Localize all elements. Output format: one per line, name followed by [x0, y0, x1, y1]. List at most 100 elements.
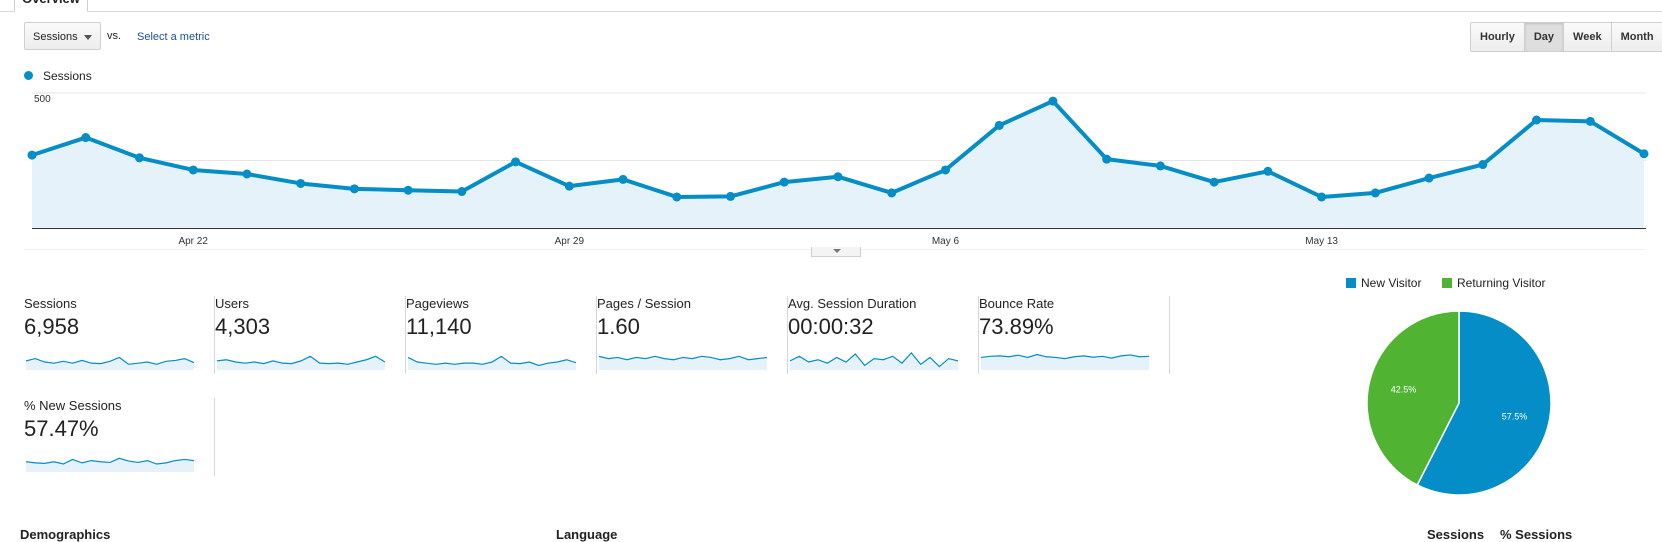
pie-slice [1366, 310, 1460, 486]
data-point [349, 184, 359, 194]
data-point [27, 150, 37, 160]
metric-card-sessions: Sessions 6,958 [24, 296, 215, 376]
week-button[interactable]: Week [1564, 23, 1612, 51]
tab-overview[interactable]: Overview [14, 0, 88, 12]
metric-select[interactable]: Sessions [24, 22, 101, 50]
x-tick-label: May 6 [932, 236, 960, 247]
data-point [1048, 96, 1058, 106]
y-tick-label: 500 [34, 94, 51, 105]
sparkline-line [599, 355, 767, 361]
sparkline-area [217, 356, 385, 370]
sparkline-area [599, 356, 767, 370]
metric-card-bounce-rate: Bounce Rate 73.89% [979, 296, 1170, 376]
data-point [940, 165, 950, 175]
legend-swatch [1346, 278, 1356, 288]
collapse-chart-toggle[interactable] [811, 247, 861, 257]
pie-slice [1416, 310, 1552, 496]
pct-sessions-column-header[interactable]: % Sessions [1500, 527, 1573, 542]
data-point [1585, 116, 1595, 126]
select-metric-link[interactable]: Select a metric [137, 31, 210, 43]
data-point [296, 178, 306, 188]
data-point [1478, 160, 1488, 170]
day-button[interactable]: Day [1524, 23, 1565, 51]
vs-label: vs. [107, 30, 122, 42]
visitor-type-pie-chart: 57.5% 42.5% [1366, 310, 1552, 496]
data-point [1102, 154, 1112, 164]
sparkline-area [981, 354, 1149, 370]
sessions-column-header[interactable]: Sessions [1427, 527, 1485, 542]
pie-legend-new-visitor[interactable]: New Visitor [1346, 276, 1421, 290]
data-point [403, 185, 413, 195]
data-point [1639, 149, 1649, 159]
sparkline-line [790, 351, 958, 368]
chevron-down-icon [84, 35, 92, 40]
data-point [618, 174, 628, 184]
month-button[interactable]: Month [1611, 23, 1662, 51]
x-tick-label: Apr 22 [178, 236, 208, 247]
metric-card-avg-session-duration: Avg. Session Duration 00:00:32 [788, 296, 979, 376]
pie-slice-label: 57.5% [1502, 411, 1528, 421]
series-area [32, 101, 1644, 228]
metric-value: 11,140 [406, 314, 472, 339]
sparkline [599, 355, 767, 370]
metric-label: Bounce Rate [979, 296, 1055, 311]
x-tick-label: Apr 29 [555, 236, 585, 247]
data-point [887, 188, 897, 198]
metric-select-label: Sessions [33, 31, 78, 43]
data-point [1155, 161, 1165, 171]
data-point [779, 177, 789, 187]
divider [405, 296, 406, 374]
legend-label: New Visitor [1361, 276, 1422, 290]
series-legend-label: Sessions [43, 69, 92, 83]
chevron-down-icon [833, 249, 841, 253]
sparkline [26, 356, 194, 370]
metric-label: Avg. Session Duration [788, 296, 917, 311]
data-point [1370, 188, 1380, 198]
data-point [833, 172, 843, 182]
sparkline [790, 351, 958, 370]
divider [214, 296, 215, 374]
data-point [242, 169, 252, 179]
divider [1169, 296, 1170, 374]
data-point [134, 153, 144, 163]
sparkline-area [790, 352, 958, 370]
divider [787, 296, 788, 374]
metric-value: 00:00:32 [788, 314, 874, 339]
metric-value: 6,958 [24, 314, 80, 339]
metric-value: 1.60 [597, 314, 640, 339]
sparkline-line [408, 355, 576, 367]
divider [214, 398, 215, 476]
sparkline-line [217, 355, 385, 365]
language-heading: Language [556, 527, 618, 542]
metric-label: Sessions [24, 296, 77, 311]
data-point [994, 120, 1004, 130]
sparkline-line [981, 353, 1149, 360]
pie-legend-returning-visitor[interactable]: Returning Visitor [1442, 276, 1546, 290]
data-point [457, 187, 467, 197]
metric-value: 4,303 [215, 314, 271, 339]
metric-value: 57.47% [24, 416, 99, 441]
sparkline [408, 355, 576, 370]
metric-label: Pages / Session [597, 296, 691, 311]
data-point [1209, 177, 1219, 187]
metric-card-pages-per-session: Pages / Session 1.60 [597, 296, 788, 376]
metric-label: Pageviews [406, 296, 469, 311]
sparkline-line [26, 457, 194, 465]
data-point [81, 133, 91, 143]
demographics-heading: Demographics [20, 527, 111, 542]
metric-card-users: Users 4,303 [215, 296, 406, 376]
data-point [1317, 192, 1327, 202]
granularity-toggle: Hourly Day Week Month [1470, 22, 1662, 52]
sparkline [981, 353, 1149, 370]
pie-slice-label: 42.5% [1391, 385, 1417, 395]
legend-swatch [1442, 278, 1452, 288]
metric-card-pageviews: Pageviews 11,140 [406, 296, 597, 376]
series-legend-dot [24, 71, 33, 80]
sparkline-line [26, 356, 194, 365]
data-point [672, 192, 682, 202]
sparkline [26, 457, 194, 472]
hourly-button[interactable]: Hourly [1471, 23, 1525, 51]
sparkline-area [26, 357, 194, 370]
sparkline-area [26, 458, 194, 472]
